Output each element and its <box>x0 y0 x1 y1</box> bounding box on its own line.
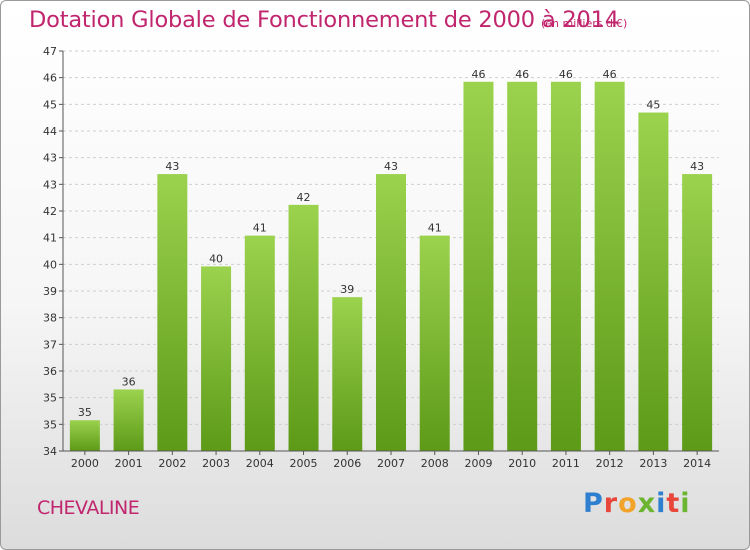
x-tick-label: 2006 <box>333 457 361 470</box>
bar-value-label: 40 <box>209 252 223 265</box>
x-tick-label: 2009 <box>464 457 492 470</box>
bar-value-label: 43 <box>384 160 398 173</box>
x-tick-label: 2001 <box>115 457 143 470</box>
x-tick-label: 2013 <box>639 457 667 470</box>
bar <box>376 174 406 452</box>
bar <box>244 235 275 451</box>
bar <box>332 297 363 451</box>
y-tick-label: 38 <box>43 312 57 325</box>
x-tick-label: 2002 <box>158 457 186 470</box>
bar-value-label: 45 <box>646 99 660 112</box>
bar-value-label: 35 <box>78 406 92 419</box>
bar-value-label: 43 <box>165 160 179 173</box>
bar <box>69 420 100 451</box>
bar <box>594 81 625 452</box>
bar-value-label: 46 <box>603 68 617 81</box>
bar <box>419 235 450 451</box>
x-tick-label: 2007 <box>377 457 405 470</box>
bar <box>682 174 713 452</box>
bars <box>69 81 713 452</box>
axes: 34 35 35 36 37 38 39 40 41 42 43 43 44 45 46 47 2000 2001… <box>43 45 719 470</box>
bar <box>638 112 669 452</box>
x-tick-label: 2014 <box>683 457 711 470</box>
y-tick-label: 43 <box>43 152 57 165</box>
bar-value-label: 46 <box>515 68 529 81</box>
bar-value-label: 46 <box>471 68 485 81</box>
y-tick-label: 36 <box>43 365 57 378</box>
bar-value-label: 42 <box>297 191 311 204</box>
y-tick-label: 35 <box>43 392 57 405</box>
y-tick-label: 47 <box>43 45 57 58</box>
logo-letter: i <box>680 488 691 519</box>
data-labels: 35 36 43 40 41 42 39 43 41 46 46 46 46 45 43 <box>78 68 704 419</box>
bar <box>157 174 188 452</box>
bar-value-label: 46 <box>559 68 573 81</box>
x-tick-label: 2005 <box>290 457 318 470</box>
y-tick-label: 39 <box>43 285 57 298</box>
y-tick-label: 35 <box>43 418 57 431</box>
bar-value-label: 41 <box>428 222 442 235</box>
x-tick-label: 2000 <box>71 457 99 470</box>
bar <box>201 266 232 451</box>
x-tick-label: 2004 <box>246 457 274 470</box>
y-tick-label: 44 <box>43 125 57 138</box>
x-tick-label: 2012 <box>596 457 624 470</box>
x-tick-label: 2003 <box>202 457 230 470</box>
bar-value-label: 36 <box>122 375 136 388</box>
y-tick-label: 43 <box>43 178 57 191</box>
chart-title: Dotation Globale de Fonctionnement de 20… <box>29 7 619 33</box>
bar <box>463 81 494 452</box>
y-tick-label: 45 <box>43 98 57 111</box>
x-tick-label: 2011 <box>552 457 580 470</box>
bar <box>288 204 319 451</box>
bar <box>113 389 144 451</box>
bar-value-label: 39 <box>340 283 354 296</box>
proxiti-logo[interactable]: Proxiti <box>583 488 691 519</box>
chart-subtitle: (en milliers d'€) <box>541 17 628 30</box>
logo-letter: i <box>656 488 667 519</box>
x-tick-label: 2010 <box>508 457 536 470</box>
logo-letter: r <box>603 488 619 519</box>
logo-letter: o <box>618 488 638 519</box>
logo-letter: P <box>583 488 604 519</box>
y-tick-label: 42 <box>43 205 57 218</box>
y-tick-label: 34 <box>43 445 57 458</box>
logo-letter: x <box>637 488 657 519</box>
bar-value-label: 43 <box>690 160 704 173</box>
y-tick-label: 46 <box>43 72 57 85</box>
logo-letter: t <box>666 488 681 519</box>
y-tick-label: 37 <box>43 338 57 351</box>
commune-name: CHEVALINE <box>37 497 140 519</box>
y-tick-label: 41 <box>43 232 57 245</box>
x-tick-label: 2008 <box>421 457 449 470</box>
bar <box>550 81 581 452</box>
y-tick-label: 40 <box>43 258 57 271</box>
bar-value-label: 41 <box>253 222 267 235</box>
bar <box>507 81 538 452</box>
